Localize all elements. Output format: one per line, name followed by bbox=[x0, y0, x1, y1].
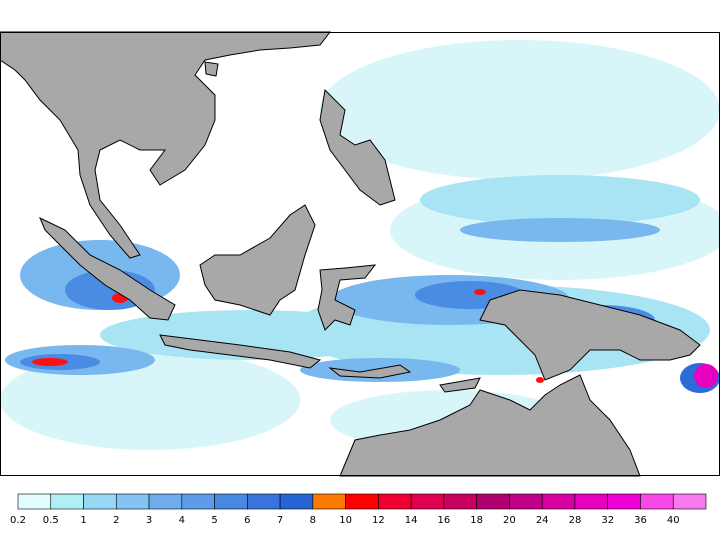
legend-swatch bbox=[541, 493, 576, 510]
legend-swatch bbox=[574, 493, 609, 510]
legend-label: 40 bbox=[667, 515, 680, 526]
legend-swatch bbox=[476, 493, 510, 510]
legend-label: 32 bbox=[601, 515, 614, 526]
legend-swatch bbox=[312, 493, 346, 510]
legend-swatch bbox=[443, 493, 477, 510]
legend-label: 16 bbox=[438, 515, 451, 526]
legend-label: 12 bbox=[372, 515, 385, 526]
legend-label: 7 bbox=[277, 515, 283, 526]
legend-swatch bbox=[83, 493, 117, 510]
legend-label: 2 bbox=[113, 515, 119, 526]
legend-swatch bbox=[345, 493, 379, 510]
color-legend: 0.2 0.5 1 2 3 4 5 6 7 8 10 12 14 16 18 20 24 28 32 36 40 bbox=[10, 493, 707, 526]
legend-swatch bbox=[640, 493, 674, 510]
legend-swatch bbox=[378, 493, 412, 510]
legend-label: 1 bbox=[80, 515, 86, 526]
legend-label: 4 bbox=[179, 515, 185, 526]
legend-swatch bbox=[410, 493, 445, 510]
legend-label: 0.2 bbox=[10, 515, 26, 526]
legend-swatch bbox=[279, 493, 314, 510]
legend-label: 28 bbox=[569, 515, 582, 526]
legend-swatch bbox=[148, 493, 183, 510]
map bbox=[0, 31, 720, 477]
legend-label: 20 bbox=[503, 515, 516, 526]
legend-label: 5 bbox=[211, 515, 217, 526]
legend-swatch bbox=[672, 493, 707, 510]
legend-label: 10 bbox=[339, 515, 352, 526]
legend-swatch bbox=[50, 493, 84, 510]
legend-swatch bbox=[17, 493, 52, 510]
legend-label: 24 bbox=[536, 515, 549, 526]
legend-label: 0.5 bbox=[43, 515, 59, 526]
legend-swatch bbox=[247, 493, 281, 510]
legend-swatch bbox=[181, 493, 215, 510]
legend-swatch bbox=[214, 493, 248, 510]
legend-label: 14 bbox=[405, 515, 418, 526]
legend-label: 36 bbox=[634, 515, 647, 526]
legend-swatch bbox=[509, 493, 543, 510]
legend-label: 8 bbox=[310, 515, 316, 526]
legend-label: 3 bbox=[146, 515, 152, 526]
legend-label: 6 bbox=[244, 515, 250, 526]
legend-swatch bbox=[115, 493, 150, 510]
legend-swatch bbox=[607, 493, 641, 510]
legend-label: 18 bbox=[470, 515, 483, 526]
land bbox=[0, 31, 701, 477]
